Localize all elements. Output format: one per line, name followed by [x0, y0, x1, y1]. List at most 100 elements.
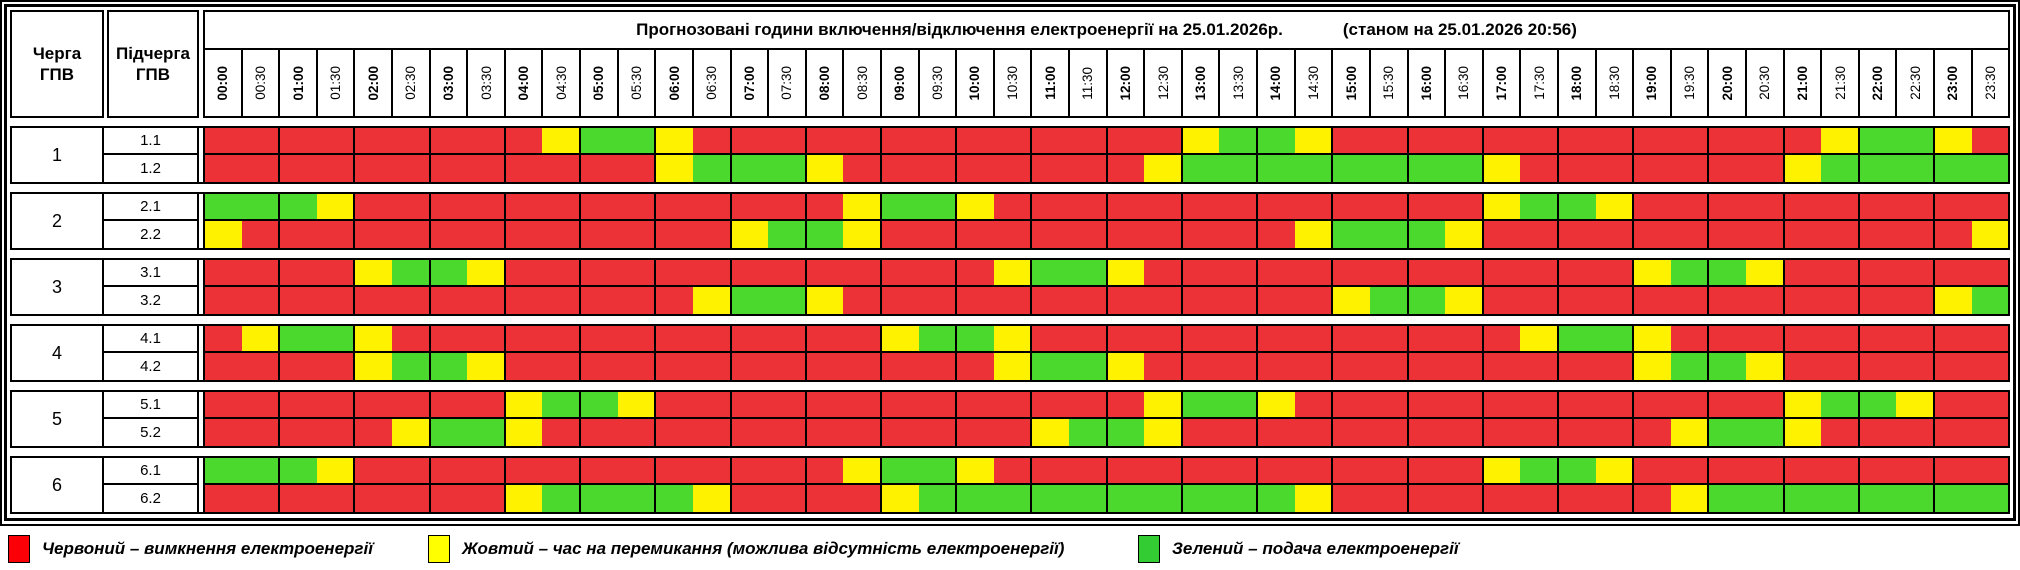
slot-6.2-10:00	[957, 485, 994, 512]
slot-1.1-12:30	[1144, 128, 1183, 153]
slot-2.2-18:00	[1558, 221, 1596, 248]
slot-3.1-12:00	[1107, 260, 1145, 285]
slot-5.2-07:30	[768, 419, 807, 446]
slot-1.2-03:00	[430, 155, 468, 182]
slot-2.2-07:30	[768, 221, 807, 248]
slot-4.2-07:30	[768, 353, 807, 380]
slot-6.1-02:00	[355, 458, 393, 483]
slot-5.1-03:00	[430, 392, 468, 417]
slot-3.2-11:00	[1032, 287, 1070, 314]
slot-row-1.2	[205, 155, 2009, 182]
slot-6.2-12:00	[1107, 485, 1145, 512]
time-cell-04:30: 04:30	[543, 50, 582, 116]
time-label: 10:30	[1005, 66, 1021, 100]
queue-number-4: 4	[12, 326, 104, 380]
slot-1.2-17:30	[1520, 155, 1559, 182]
slot-5.2-08:00	[806, 419, 844, 446]
subqueue-label-5.1: 5.1	[104, 392, 197, 419]
time-cell-12:30: 12:30	[1145, 50, 1183, 116]
slot-3.1-16:30	[1445, 260, 1484, 285]
slot-6.2-20:00	[1709, 485, 1746, 512]
slot-4.2-03:00	[430, 353, 468, 380]
slot-6.2-00:00	[205, 485, 242, 512]
slot-4.1-14:00	[1258, 326, 1295, 351]
slot-4.1-10:30	[993, 326, 1033, 351]
slot-4.1-23:00	[1935, 326, 1972, 351]
slot-2.1-20:30	[1745, 194, 1785, 219]
slot-3.1-18:30	[1595, 260, 1635, 285]
slot-1.2-19:00	[1634, 155, 1671, 182]
slot-1.1-12:00	[1107, 128, 1145, 153]
slot-5.2-21:30	[1821, 419, 1860, 446]
slot-3.1-20:00	[1709, 260, 1746, 285]
slot-1.2-16:00	[1408, 155, 1446, 182]
time-cell-21:30: 21:30	[1822, 50, 1860, 116]
slot-2.2-12:30	[1144, 221, 1183, 248]
slot-5.2-17:00	[1483, 419, 1521, 446]
slot-4.2-21:00	[1784, 353, 1822, 380]
red-swatch	[8, 535, 30, 563]
slot-3.2-08:30	[843, 287, 882, 314]
slot-1.1-07:30	[768, 128, 807, 153]
slot-1.2-23:30	[1971, 155, 2009, 182]
time-cell-14:00: 14:00	[1258, 50, 1296, 116]
slot-3.1-19:30	[1670, 260, 1710, 285]
slot-6.1-10:00	[957, 458, 994, 483]
slot-1.1-21:00	[1784, 128, 1822, 153]
slot-5.2-18:00	[1558, 419, 1596, 446]
slot-2.1-06:30	[692, 194, 732, 219]
slot-5.1-23:30	[1971, 392, 2009, 417]
slot-5.1-03:30	[467, 392, 506, 417]
time-cell-07:00: 07:00	[732, 50, 770, 116]
slot-4.2-02:00	[355, 353, 393, 380]
queue-group-5: 5 5.1 5.2	[10, 390, 2010, 448]
time-cell-17:30: 17:30	[1521, 50, 1559, 116]
time-cell-19:30: 19:30	[1672, 50, 1710, 116]
slot-4.2-16:30	[1445, 353, 1484, 380]
slot-5.1-13:30	[1219, 392, 1259, 417]
slot-1.1-05:00	[581, 128, 618, 153]
slot-1.2-09:30	[918, 155, 958, 182]
slot-4.1-06:00	[656, 326, 693, 351]
slot-3.1-01:30	[316, 260, 356, 285]
slot-4.1-12:30	[1144, 326, 1183, 351]
slot-5.1-11:30	[1069, 392, 1108, 417]
slot-5.2-09:00	[881, 419, 919, 446]
slot-1.1-02:30	[392, 128, 431, 153]
slot-1.1-23:00	[1935, 128, 1972, 153]
slot-5.2-01:00	[280, 419, 317, 446]
slot-5.1-17:30	[1520, 392, 1559, 417]
slot-1.1-23:30	[1971, 128, 2009, 153]
time-label: 21:30	[1832, 66, 1848, 100]
slot-3.1-23:00	[1935, 260, 1972, 285]
slot-2.1-08:00	[806, 194, 844, 219]
slot-4.1-02:00	[355, 326, 393, 351]
slot-5.1-05:00	[581, 392, 618, 417]
time-label: 19:00	[1644, 65, 1660, 101]
slot-3.2-01:30	[316, 287, 356, 314]
slot-6.1-09:00	[881, 458, 919, 483]
slot-3.1-07:00	[731, 260, 769, 285]
slot-4.2-06:00	[656, 353, 693, 380]
slot-5.1-18:00	[1558, 392, 1596, 417]
slot-3.1-02:30	[392, 260, 431, 285]
slot-row-2.2	[205, 221, 2009, 248]
slot-5.1-20:30	[1745, 392, 1785, 417]
slot-2.1-23:00	[1935, 194, 1972, 219]
time-cell-04:00: 04:00	[506, 50, 544, 116]
legend-item-yellow: Жовтий – час на перемикання (можлива від…	[428, 534, 1064, 564]
slot-2.1-04:30	[542, 194, 582, 219]
slot-1.2-03:30	[467, 155, 506, 182]
slot-6.1-15:30	[1369, 458, 1409, 483]
slot-3.2-03:00	[430, 287, 468, 314]
slot-2.2-13:00	[1182, 221, 1220, 248]
slot-6.2-09:30	[918, 485, 958, 512]
slot-row-6.1	[205, 458, 2009, 485]
slot-2.2-23:30	[1971, 221, 2009, 248]
page-title: Прогнозовані години включення/відключенн…	[636, 20, 1283, 39]
slot-2.2-21:30	[1821, 221, 1860, 248]
slot-5.1-11:00	[1032, 392, 1070, 417]
slot-2.1-13:30	[1219, 194, 1259, 219]
slot-2.2-23:00	[1935, 221, 1972, 248]
slot-2.1-09:00	[881, 194, 919, 219]
